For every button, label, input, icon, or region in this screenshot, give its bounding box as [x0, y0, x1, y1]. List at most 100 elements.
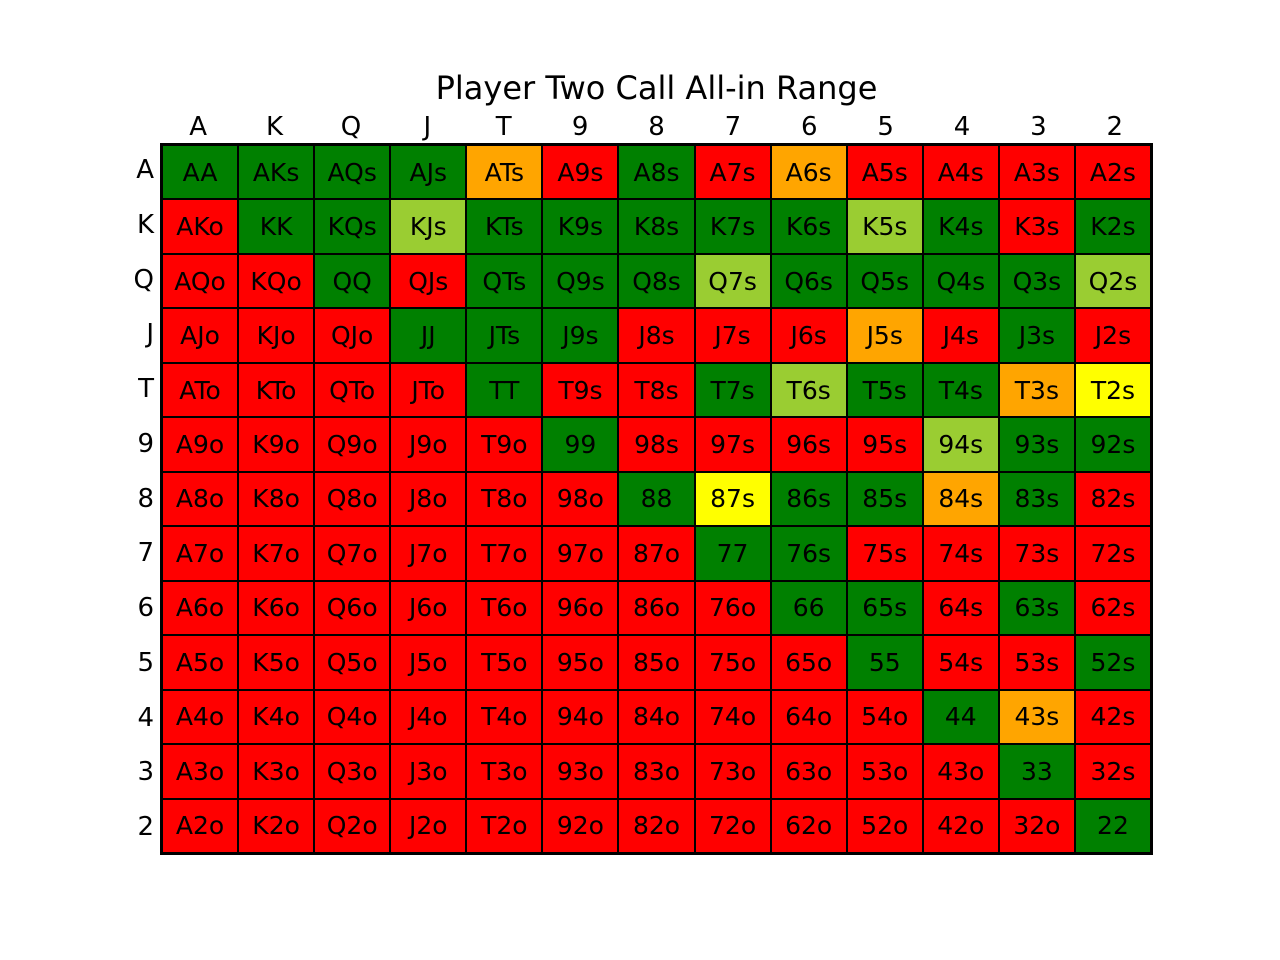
hand-cell: 77	[694, 526, 771, 581]
range-grid: AA AKs AQs AJs ATs A9s A8s A7s A6s A5s A4s A3s A2s AK…	[160, 143, 1153, 855]
hand-cell: 85o	[618, 635, 695, 690]
hand-cell: K9o	[238, 417, 315, 472]
row-label: T	[138, 374, 154, 405]
hand-cell: KTo	[238, 362, 315, 418]
hand-cell: 72o	[694, 798, 771, 853]
hand-cell: 52o	[846, 798, 923, 853]
hand-cell: J8s	[618, 308, 695, 363]
hand-cell: K8s	[618, 199, 695, 254]
hand-cell: T8o	[466, 471, 543, 527]
hand-cell: JTo	[390, 362, 467, 418]
hand-cell: J7s	[694, 308, 771, 363]
column-label: 2	[1106, 112, 1124, 142]
hand-cell: Q8o	[314, 471, 391, 527]
hand-cell: 52s	[1074, 635, 1151, 690]
hand-cell: 98s	[618, 417, 695, 472]
hand-cell: K4o	[238, 689, 315, 745]
hand-cell: A5s	[846, 145, 923, 200]
hand-cell: K4s	[922, 199, 999, 254]
hand-cell: T9o	[466, 417, 543, 472]
hand-cell: AJo	[162, 308, 239, 363]
hand-cell: 86o	[618, 580, 695, 636]
row-label: 4	[137, 702, 154, 733]
column-label: 6	[800, 112, 818, 142]
hand-cell: Q2o	[314, 798, 391, 853]
hand-cell: 54o	[846, 689, 923, 745]
hand-cell: 53o	[846, 744, 923, 799]
hand-cell: K5s	[846, 199, 923, 254]
row-label: Q	[133, 264, 154, 295]
hand-cell: ATs	[466, 145, 543, 200]
hand-cell: 72s	[1074, 526, 1151, 581]
hand-cell: T6s	[770, 362, 847, 418]
hand-cell: KQs	[314, 199, 391, 254]
hand-cell: Q9o	[314, 417, 391, 472]
row-label: 2	[137, 812, 154, 843]
hand-cell: T7o	[466, 526, 543, 581]
hand-cell: J2s	[1074, 308, 1151, 363]
hand-cell: 66	[770, 580, 847, 636]
hand-cell: 63s	[998, 580, 1075, 636]
hand-cell: 93o	[542, 744, 619, 799]
hand-cell: K8o	[238, 471, 315, 527]
hand-cell: K7s	[694, 199, 771, 254]
hand-cell: 74s	[922, 526, 999, 581]
hand-cell: 44	[922, 689, 999, 745]
hand-cell: 84o	[618, 689, 695, 745]
hand-cell: Q3o	[314, 744, 391, 799]
row-label: 7	[137, 538, 154, 569]
column-label: 9	[571, 112, 589, 142]
hand-cell: J4o	[390, 689, 467, 745]
hand-cell: QQ	[314, 253, 391, 309]
hand-cell: A7o	[162, 526, 239, 581]
hand-cell: 43o	[922, 744, 999, 799]
hand-cell: Q5o	[314, 635, 391, 690]
hand-cell: 55	[846, 635, 923, 690]
hand-cell: 62o	[770, 798, 847, 853]
hand-cell: JJ	[390, 308, 467, 363]
column-label: 5	[877, 112, 894, 142]
hand-cell: 96o	[542, 580, 619, 636]
hand-cell: K3s	[998, 199, 1075, 254]
hand-cell: T4s	[922, 362, 999, 418]
hand-cell: 83o	[618, 744, 695, 799]
row-label: A	[136, 155, 154, 185]
column-label: Q	[340, 112, 362, 142]
hand-cell: J9o	[390, 417, 467, 472]
hand-cell: 73o	[694, 744, 771, 799]
hand-cell: 92o	[542, 798, 619, 853]
hand-cell: 96s	[770, 417, 847, 472]
hand-cell: T6o	[466, 580, 543, 636]
hand-cell: Q2s	[1074, 253, 1151, 309]
hand-cell: 22	[1074, 798, 1151, 853]
hand-cell: Q8s	[618, 253, 695, 309]
hand-cell: 97s	[694, 417, 771, 472]
hand-cell: 43s	[998, 689, 1075, 745]
hand-cell: 85s	[846, 471, 923, 527]
hand-cell: 62s	[1074, 580, 1151, 636]
hand-cell: 87o	[618, 526, 695, 581]
hand-cell: 64o	[770, 689, 847, 745]
hand-cell: A6o	[162, 580, 239, 636]
hand-cell: AJs	[390, 145, 467, 200]
hand-cell: Q7s	[694, 253, 771, 309]
hand-cell: Q6s	[770, 253, 847, 309]
row-label: 9	[137, 428, 154, 459]
hand-cell: A4s	[922, 145, 999, 200]
hand-cell: QJs	[390, 253, 467, 309]
column-label: T	[495, 112, 512, 142]
hand-cell: K2s	[1074, 199, 1151, 254]
hand-cell: 88	[618, 471, 695, 527]
hand-cell: AKs	[238, 145, 315, 200]
hand-cell: Q5s	[846, 253, 923, 309]
hand-cell: 94s	[922, 417, 999, 472]
hand-cell: 76s	[770, 526, 847, 581]
hand-cell: A3o	[162, 744, 239, 799]
hand-cell: Q4s	[922, 253, 999, 309]
column-label: 8	[648, 112, 665, 142]
hand-cell: QTs	[466, 253, 543, 309]
hand-cell: A6s	[770, 145, 847, 200]
hand-cell: KJs	[390, 199, 467, 254]
hand-cell: T8s	[618, 362, 695, 418]
hand-cell: T3s	[998, 362, 1075, 418]
